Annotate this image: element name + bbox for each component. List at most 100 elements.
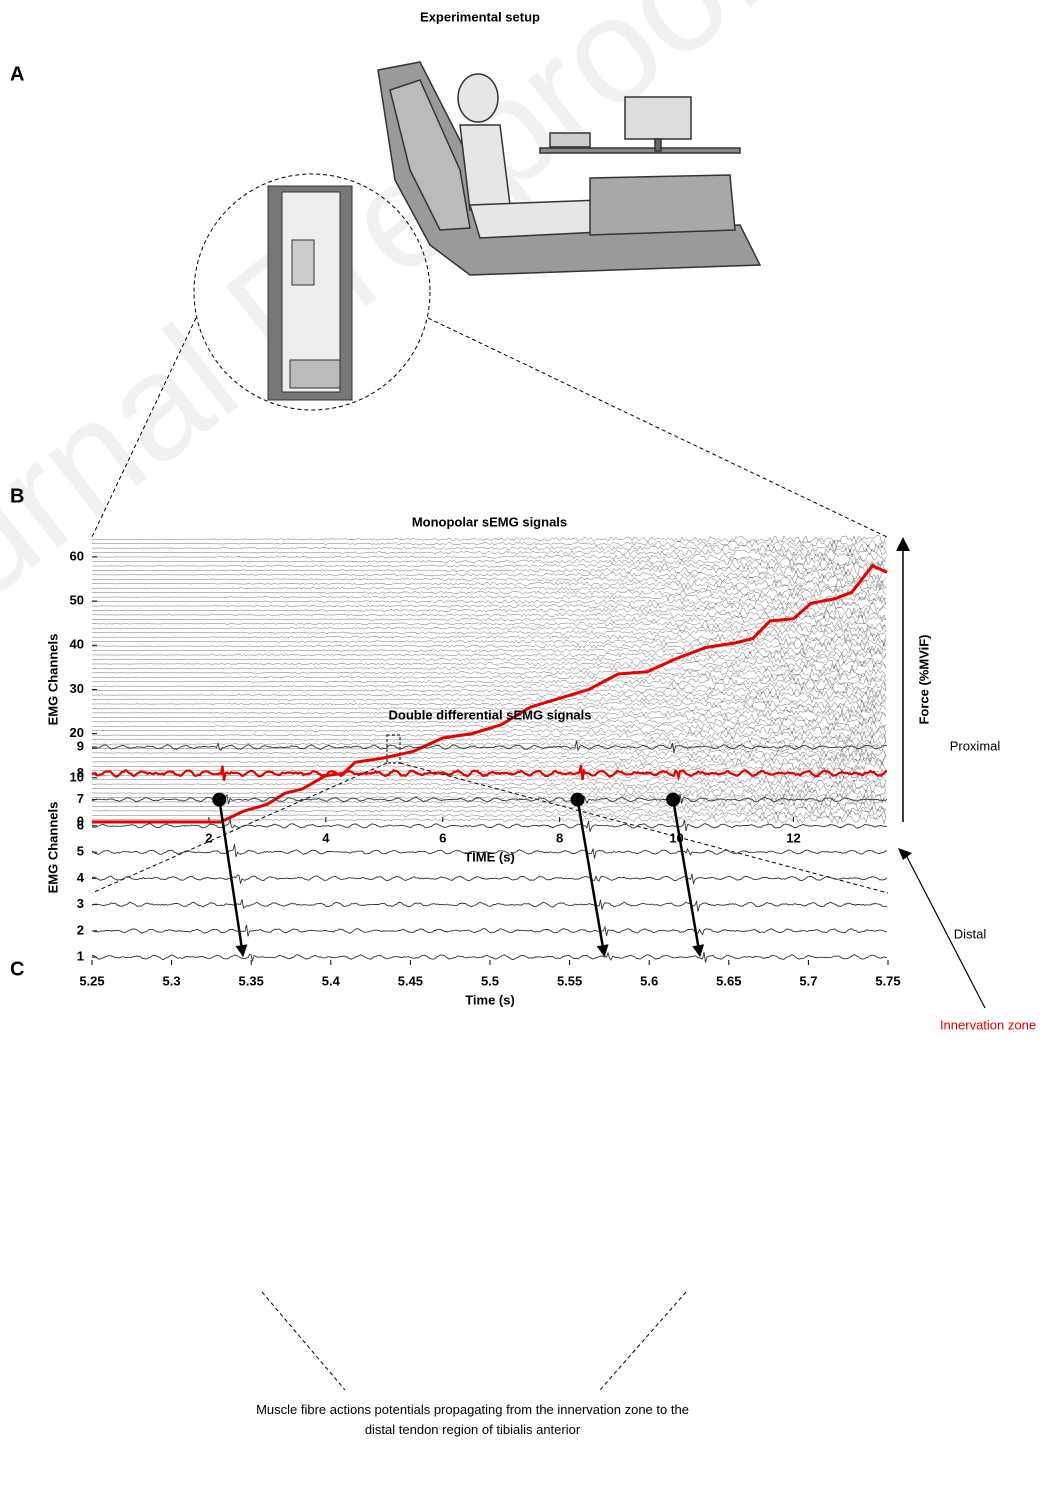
y2-axis-label: Force (%MViF) [916,634,931,724]
y-tick-label: 8 [77,765,84,780]
emg-texture [91,672,887,682]
annotation: Distal [954,926,987,941]
emg-texture [91,757,887,767]
y-tick-label: 4 [77,870,85,885]
y-tick-label: 7 [77,791,84,806]
emg-texture [91,534,887,545]
emg-trace [91,951,887,963]
emg-texture [91,761,887,772]
emg-trace [91,924,888,937]
x-tick-label: 4 [322,830,330,845]
emg-texture [91,694,887,704]
emg-texture [91,708,887,718]
x-axis-label: Time (s) [465,992,515,1007]
emg-texture [91,579,887,589]
emg-texture [91,752,887,763]
emg-texture [91,601,887,611]
emg-texture [91,636,887,647]
panel-label: C [10,958,24,980]
y-tick-label: 0 [77,813,84,828]
zoom-circle [193,173,431,411]
y-axis-label: EMG Channels [45,802,60,894]
emg-texture [92,570,887,580]
emg-texture [91,650,887,660]
leg-inset [267,185,353,401]
annotation: Innervation zone [940,1017,1036,1032]
annotation-arrowhead [898,848,912,860]
emg-texture [91,734,887,745]
annotation-arrow [905,854,986,1009]
emg-texture [91,810,887,820]
y-tick-label: 1 [77,949,84,964]
x-tick-label: 6 [439,830,446,845]
emg-texture [91,676,887,687]
figure-title: Experimental setup [420,9,540,24]
x-tick-label: 5.45 [398,973,423,988]
x-tick-label: 5.5 [481,973,499,988]
x-tick-label: 8 [556,830,563,845]
y-axis-label: EMG Channels [45,634,60,726]
emg-texture [91,668,887,678]
chart-title: Double differential sEMG signals [389,707,592,722]
emg-texture [91,628,887,638]
x-tick-label: 5.3 [163,973,181,988]
emg-texture [91,779,887,789]
zoom-box [386,734,401,764]
emg-texture [92,623,887,633]
arrow-head [235,944,248,958]
zoom-line [599,1291,687,1391]
y-tick-label: 6 [77,817,84,832]
x-tick-label: 5.4 [322,973,341,988]
y-tick-label: 3 [77,896,84,911]
emg-texture [92,619,887,629]
emg-texture [91,686,887,696]
y-tick-label: 10 [70,769,84,784]
x-tick-label: 5.25 [79,973,104,988]
annotation: Proximal [950,738,1001,753]
emg-texture [92,587,887,597]
zoom-line [91,317,197,538]
zoom-line [261,1291,346,1391]
y-tick-label: 20 [70,725,84,740]
arrow-head [596,944,609,958]
emg-trace [91,740,888,753]
y-tick-label: 60 [70,548,84,563]
emg-texture [91,784,887,794]
y-tick-label: 9 [77,739,84,754]
emg-texture [92,574,887,584]
emg-texture [91,725,887,736]
emg-trace [91,844,888,859]
emg-texture [91,539,887,549]
y-tick-label: 2 [77,922,84,937]
zoom-line [427,317,888,538]
caption-box: Muscle fibre actions potentials propagat… [256,1402,689,1437]
x-tick-label: 2 [205,830,212,845]
emg-texture [91,659,887,669]
x-tick-label: 5.65 [716,973,741,988]
emg-texture [91,645,887,655]
emg-texture [91,766,887,776]
emg-texture [92,548,887,558]
emg-texture [91,713,887,723]
emg-texture [91,703,887,714]
emg-texture [92,699,887,709]
panel-label: A [10,63,24,85]
emg-trace [91,873,888,885]
chart-b: Monopolar sEMG signals TIME (s) EMG Channe… [45,514,931,864]
x-tick-label: 5.75 [875,973,900,988]
arrow-head [692,944,705,958]
arrow-shaft [576,799,604,946]
emg-texture [92,556,887,567]
emg-texture [91,747,887,758]
x-axis-label: TIME (s) [464,849,515,864]
emg-texture [91,610,887,620]
caption: Muscle fibre actions potentials propagat… [256,1402,689,1437]
zoom-line [91,762,388,894]
emg-texture [91,730,887,740]
emg-trace [91,764,888,782]
zoom-line [399,762,889,894]
emg-texture [91,689,887,701]
emg-texture [91,663,887,673]
y-tick-label: 50 [70,593,84,608]
